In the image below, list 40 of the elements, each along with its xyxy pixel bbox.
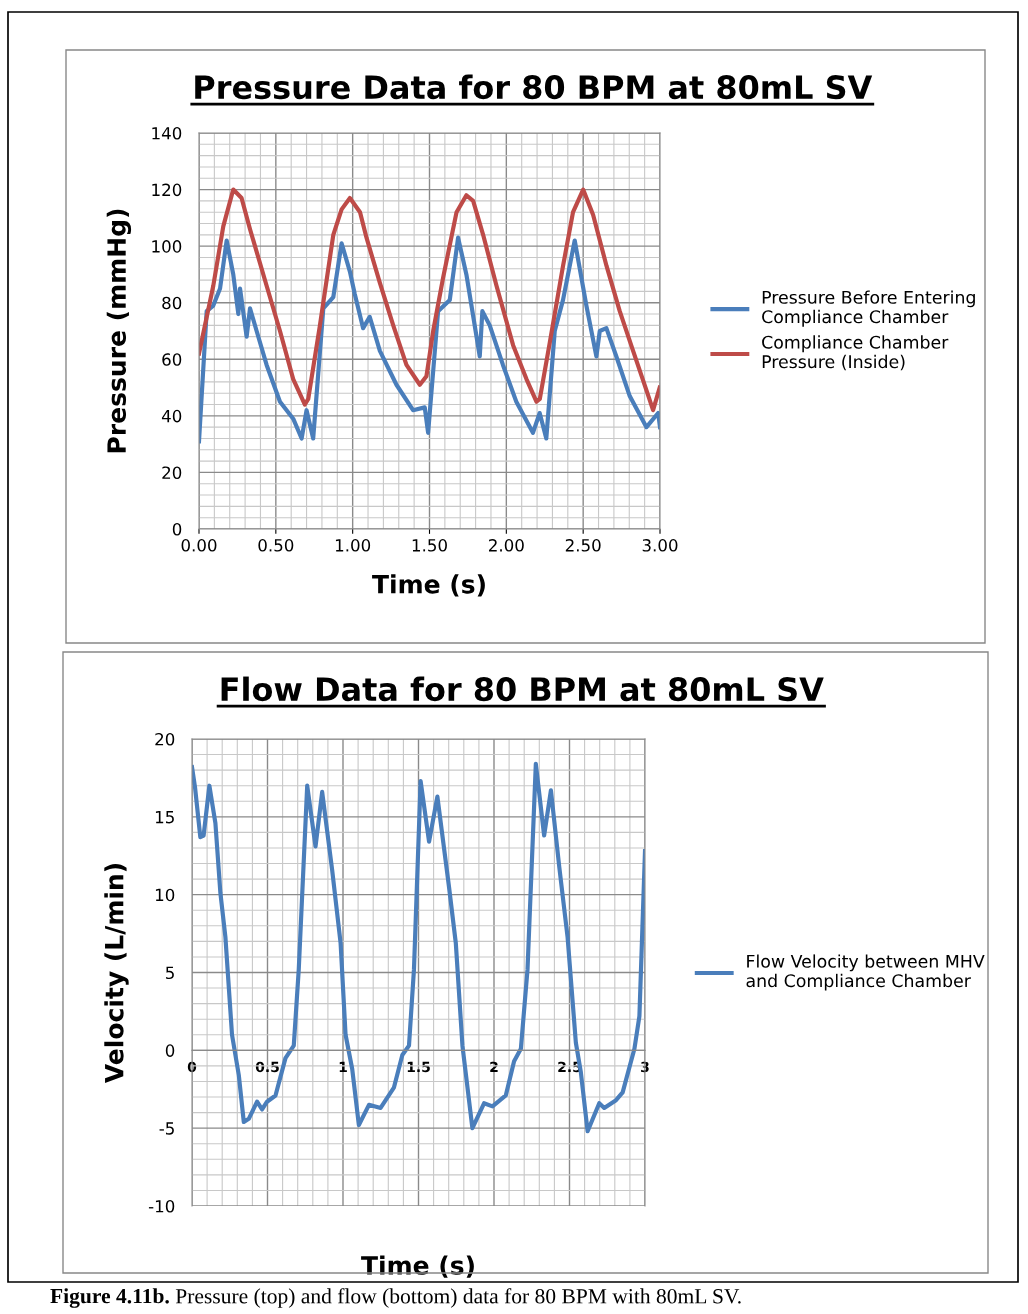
x-tick-label: 1.00 <box>335 539 371 552</box>
chart-title: Pressure Data for 80 BPM at 80mL SV <box>195 74 873 100</box>
y-tick-label: 10 <box>155 888 175 902</box>
legend-label: Flow Velocity between MHV and Compliance Chamber <box>746 954 985 991</box>
x-tick-label: 0.50 <box>258 539 294 552</box>
x-tick-label: 2.50 <box>565 539 601 552</box>
legend-label: Compliance Chamber Pressure (Inside) <box>762 335 949 371</box>
y-tick-label: 20 <box>155 732 175 746</box>
y-tick-label: 5 <box>166 966 174 980</box>
x-axis-title: Time (s) <box>361 1255 474 1278</box>
x-tick-label: 1.5 <box>407 1061 430 1073</box>
y-tick-label: 140 <box>152 126 182 140</box>
x-tick-label: 0 <box>187 1061 197 1073</box>
y-axis-title: Pressure (mmHg) <box>106 209 132 453</box>
x-tick-label: 0.00 <box>181 539 217 552</box>
x-tick-label: 1.50 <box>412 539 447 552</box>
x-tick-label: 3.00 <box>642 539 678 552</box>
x-tick-label: 1 <box>339 1061 347 1072</box>
x-axis-title: Time (s) <box>372 574 485 597</box>
x-tick-label: 2.00 <box>489 539 524 552</box>
y-tick-label: 100 <box>152 240 182 253</box>
y-tick-label: 120 <box>152 183 182 197</box>
y-tick-label: 0 <box>165 1044 175 1057</box>
y-tick-label: 60 <box>162 353 182 366</box>
line-series <box>199 187 660 413</box>
y-tick-label: 0 <box>172 522 182 536</box>
x-tick-label: 2 <box>490 1061 498 1072</box>
y-tick-label: 20 <box>162 466 182 479</box>
x-tick-label: 3 <box>641 1061 649 1073</box>
y-tick-label: -10 <box>148 1199 175 1213</box>
y-tick-label: 40 <box>161 409 182 423</box>
x-tick-label: 0.5 <box>255 1061 279 1073</box>
caption: Figure 4.11b. Pressure (top) and flow (bottom) data for 80 BPM with 80mL SV. <box>50 1288 741 1308</box>
line-series <box>199 235 660 444</box>
legend-label: Pressure Before Entering Compliance Chamber <box>762 290 975 327</box>
chart-title: Flow Data for 80 BPM at 80mL SV <box>221 676 824 702</box>
y-tick-label: -5 <box>159 1122 174 1135</box>
y-axis-title: Velocity (L/min) <box>104 863 129 1084</box>
y-tick-label: 80 <box>162 296 182 310</box>
y-tick-label: 15 <box>155 811 174 824</box>
